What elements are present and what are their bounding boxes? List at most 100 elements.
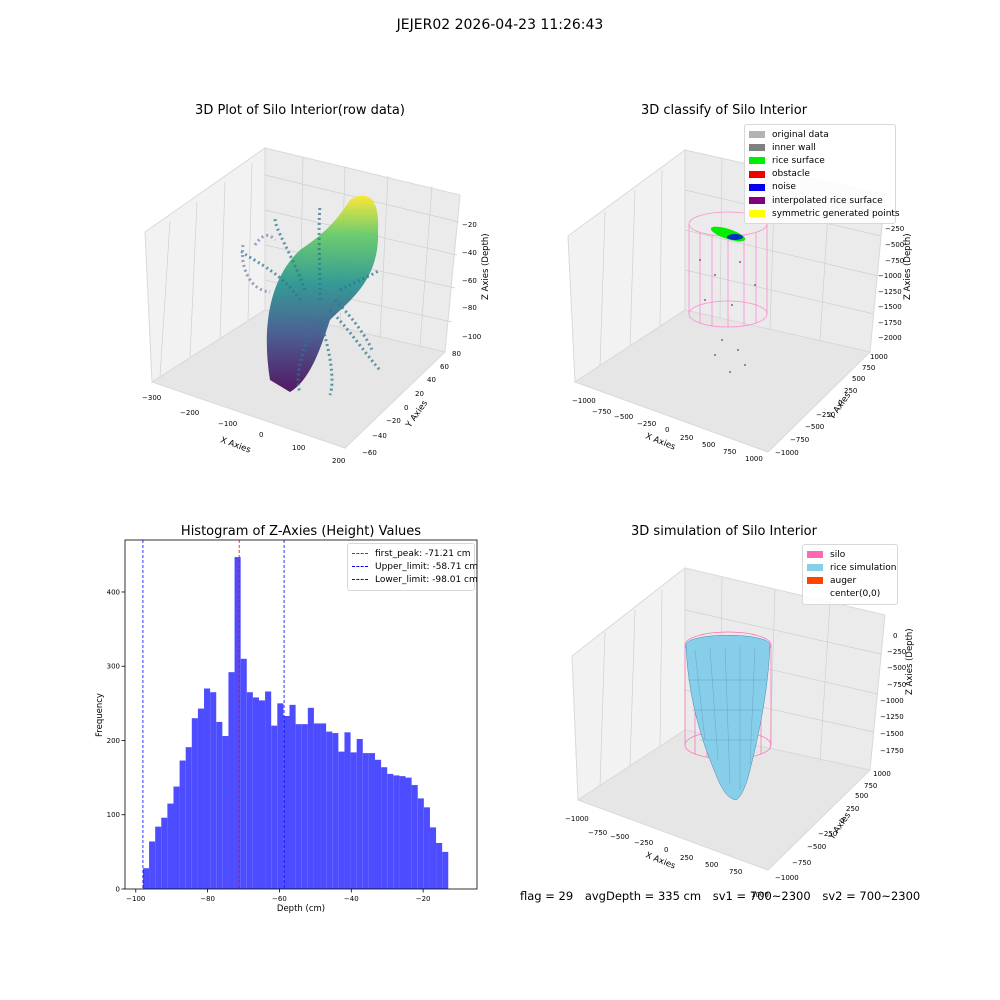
figure-title: JEJER02 2026-04-23 11:26:43 (396, 17, 604, 33)
histogram-bar (295, 724, 302, 889)
histogram-bar (423, 807, 430, 889)
sim-x-ticks: −1000 −750 −500 −250 0 250 500 750 1000 (565, 815, 769, 899)
sim-rice-surface (685, 635, 771, 801)
sim-ztick: −1000 (880, 697, 904, 705)
sv2-value: sv2 = 700~2300 (822, 889, 921, 903)
sim-ytick: −500 (807, 843, 826, 851)
classify-xtick: −750 (592, 408, 611, 416)
classify-ztick: −1750 (878, 319, 902, 327)
raw-ytick: 60 (440, 363, 449, 371)
raw-ytick: 0 (404, 404, 408, 412)
histogram-bar (411, 785, 418, 889)
histogram-xtick-label: −40 (344, 895, 359, 903)
sim-rice-mesh (688, 646, 766, 790)
raw-ytick: −20 (386, 417, 401, 425)
histogram-bar (197, 708, 205, 889)
sim-legend-entry: rice simulation (807, 561, 897, 574)
raw-ytick: 80 (452, 350, 461, 358)
status-line: flag = 29 avgDepth = 335 cm sv1 = 700~23… (520, 889, 928, 903)
classify-y-label: Y Axies (827, 390, 854, 422)
histogram-bar (442, 851, 449, 889)
histogram-bar (277, 703, 284, 889)
histogram-bar (161, 817, 168, 889)
sim-legend-swatch (807, 551, 823, 559)
raw-z-ticks: −100 −80 −60 −40 −20 (462, 221, 481, 341)
classify-legend: original data inner wall rice surface obsta… (744, 124, 900, 225)
sim-ytick: 1000 (873, 770, 891, 778)
avg-depth-value: avgDepth = 335 cm (584, 889, 702, 903)
histogram-legend-swatch (352, 566, 368, 568)
histogram-bar (362, 753, 369, 889)
sim-xtick: −750 (588, 829, 607, 837)
sim-legend-label: center(0,0) (830, 589, 881, 600)
classify-xtick: 0 (665, 426, 669, 434)
sim-y-ticks: −1000 −750 −500 −250 0 250 500 750 1000 (775, 770, 891, 882)
histogram-bar (246, 692, 253, 889)
histogram-legend-label: Lower_limit: -98.01 cm (375, 574, 478, 585)
histogram-bars (142, 557, 449, 889)
sim-ztick: 0 (893, 632, 897, 640)
raw-x-ticks: −300 −200 −100 0 100 200 (142, 394, 345, 465)
sim-ztick: −250 (887, 648, 906, 656)
classify-xtick: −1000 (572, 397, 596, 405)
sim-xtick: 750 (729, 868, 742, 876)
classify-y-ticks: −1000 −750 −500 −250 0 250 500 750 1000 (775, 353, 888, 457)
histogram-legend-label: Upper_limit: -58.71 cm (375, 561, 479, 572)
classify-plot-title: 3D classify of Silo Interior (640, 103, 808, 118)
histogram-title: Histogram of Z-Axies (Height) Values (180, 524, 422, 539)
histogram-bar (222, 736, 229, 889)
sim-ztick: −1500 (880, 730, 904, 738)
sim-xtick: 500 (705, 861, 718, 869)
classify-silo-wall (688, 211, 768, 328)
raw-xtick: 100 (292, 444, 305, 452)
sim-legend-label: auger (830, 575, 857, 586)
classify-x-ticks: −1000 −750 −500 −250 0 250 500 750 1000 (572, 397, 763, 463)
histogram-bar (216, 721, 223, 889)
histogram-legend-label: first_peak: -71.21 cm (375, 548, 471, 559)
sim-y-label: Y Axies (827, 810, 854, 842)
raw-3d-axes: −300 −200 −100 0 100 200 X Axies −60 −40… (142, 147, 491, 465)
classify-legend-entry: symmetric generated points (749, 207, 900, 220)
classify-legend-entry: obstacle (749, 168, 891, 181)
raw-xtick: 200 (332, 457, 345, 465)
sim-xtick: 0 (664, 846, 668, 854)
sim-floor-pane (576, 729, 872, 871)
raw-ztick: −60 (462, 277, 477, 285)
histogram-xtick-label: −80 (200, 895, 215, 903)
classify-legend-swatch (749, 183, 765, 191)
histogram-bar (155, 826, 162, 889)
classify-xtick: −250 (637, 420, 656, 428)
sim-legend-entry: silo (807, 548, 893, 561)
classify-ztick: −750 (885, 257, 904, 265)
classify-interpolated-points (699, 259, 756, 373)
classify-ytick: 250 (844, 387, 857, 395)
classify-legend-swatch (749, 157, 765, 165)
histogram-bar (301, 724, 308, 889)
histogram-bar (289, 704, 296, 889)
raw-z-label: Z Axies (Depth) (481, 233, 491, 300)
sim-legend-entry: center(0,0) (807, 588, 893, 601)
histogram-bar (374, 759, 382, 889)
classify-ztick: −1500 (878, 303, 902, 311)
raw-ytick: 20 (415, 390, 424, 398)
sim-xtick: 250 (680, 854, 693, 862)
histogram-bar (142, 868, 150, 889)
classify-ztick: −2000 (878, 334, 902, 342)
sim-legend-entry: auger (807, 574, 893, 587)
sim-ytick: −1000 (775, 874, 799, 882)
sim-legend-label: rice simulation (830, 562, 897, 573)
raw-xtick: 0 (259, 431, 263, 439)
sim-z-label: Z Axies (Depth) (905, 628, 915, 695)
histogram-bar (240, 658, 247, 889)
raw-xtick: −200 (180, 409, 199, 417)
classify-legend-swatch (749, 131, 765, 139)
histogram-bar (436, 842, 443, 889)
histogram-bar (381, 767, 388, 889)
histogram-bar (167, 803, 174, 889)
sim-ztick: −1750 (880, 747, 904, 755)
histogram-bar (307, 707, 314, 889)
classify-ytick: 500 (852, 375, 865, 383)
raw-plot-title: 3D Plot of Silo Interior(row data) (195, 103, 405, 118)
histogram-bar (320, 723, 327, 889)
histogram-x-ticks: −100 −80 −60 −40 −20 (126, 889, 431, 903)
